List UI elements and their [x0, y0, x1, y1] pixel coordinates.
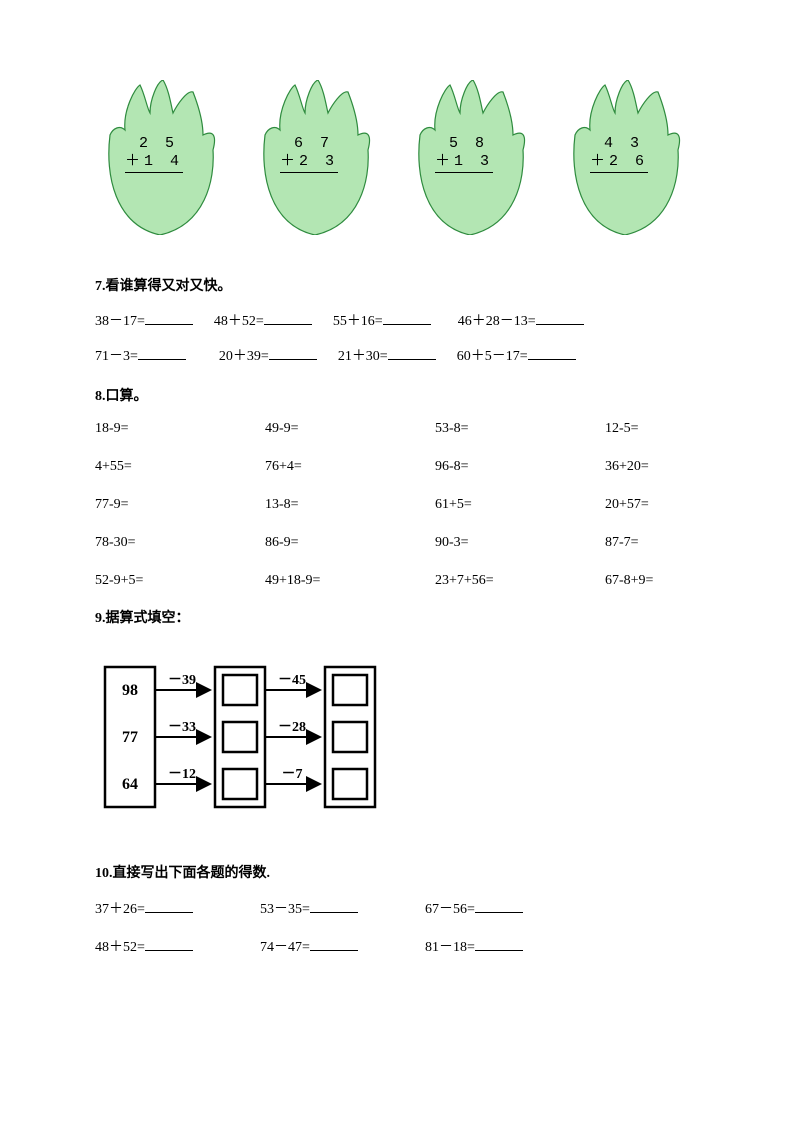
addend-bottom: ＋1 3 — [435, 153, 493, 173]
eq: 46＋28－13= — [458, 314, 536, 329]
blank[interactable] — [475, 899, 523, 913]
eq: 48＋52= — [95, 940, 145, 955]
q9-diagram: 98 77 64 －39 －33 －12 －45 — [95, 657, 698, 822]
eq: 77-9= — [95, 497, 265, 513]
blank[interactable] — [310, 937, 358, 951]
eq: 52-9+5= — [95, 573, 265, 589]
leaf-math: 2 5 ＋1 4 — [125, 135, 183, 173]
blank[interactable] — [383, 311, 431, 325]
eq: 96-8= — [435, 459, 605, 475]
q8-grid: 18-9= 49-9= 53-8= 12-5= 4+55= 76+4= 96-8… — [95, 421, 698, 589]
eq: 48＋52= — [214, 314, 264, 329]
eq: 18-9= — [95, 421, 265, 437]
q9-title: 9.据算式填空： — [95, 607, 698, 627]
addend-bottom: ＋2 6 — [590, 153, 648, 173]
eq: 87-7= — [605, 535, 705, 551]
blank[interactable] — [145, 899, 193, 913]
eq: 12-5= — [605, 421, 705, 437]
q7-row2: 71－3= 20＋39= 21＋30= 60＋5－17= — [95, 346, 698, 367]
q8-title: 8.口算。 — [95, 385, 698, 405]
eq: 37＋26= — [95, 902, 145, 917]
blank[interactable] — [310, 899, 358, 913]
eq: 86-9= — [265, 535, 435, 551]
eq: 4+55= — [95, 459, 265, 475]
eq: 20＋39= — [219, 349, 269, 364]
flow-svg: 98 77 64 －39 －33 －12 －45 — [95, 657, 395, 817]
leaf-3: 5 8 ＋1 3 — [405, 80, 535, 235]
eq: 60＋5－17= — [457, 349, 528, 364]
addend-top: 4 3 — [590, 135, 648, 153]
addend-bottom: ＋1 4 — [125, 153, 183, 173]
blank[interactable] — [145, 937, 193, 951]
blank[interactable] — [475, 937, 523, 951]
blank[interactable] — [264, 311, 312, 325]
q7-title: 7.看谁算得又对又快。 — [95, 275, 698, 295]
leaf-math: 6 7 ＋2 3 — [280, 135, 338, 173]
addend-bottom: ＋2 3 — [280, 153, 338, 173]
eq: 49-9= — [265, 421, 435, 437]
leaves-row: 2 5 ＋1 4 6 7 ＋2 3 5 8 ＋1 3 — [95, 80, 698, 235]
start-3: 64 — [122, 776, 138, 793]
q10-title: 10.直接写出下面各题的得数. — [95, 862, 698, 882]
op2-1: －45 — [278, 673, 306, 688]
eq: 23+7+56= — [435, 573, 605, 589]
eq: 76+4= — [265, 459, 435, 475]
blank[interactable] — [388, 346, 436, 360]
blank[interactable] — [269, 346, 317, 360]
eq: 36+20= — [605, 459, 705, 475]
eq: 67－56= — [425, 902, 475, 917]
start-2: 77 — [122, 729, 138, 746]
eq: 71－3= — [95, 349, 138, 364]
eq: 61+5= — [435, 497, 605, 513]
q10-row1: 37＋26= 53－35= 67－56= 48＋52= 74－47= 81－18… — [95, 898, 698, 956]
q7-row1: 38－17= 48＋52= 55＋16= 46＋28－13= — [95, 311, 698, 332]
page: 2 5 ＋1 4 6 7 ＋2 3 5 8 ＋1 3 — [0, 0, 793, 1010]
leaf-math: 4 3 ＋2 6 — [590, 135, 648, 173]
op1-1: －39 — [168, 673, 196, 688]
start-1: 98 — [122, 682, 138, 699]
blank[interactable] — [536, 311, 584, 325]
eq: 67-8+9= — [605, 573, 705, 589]
blank[interactable] — [138, 346, 186, 360]
blank[interactable] — [528, 346, 576, 360]
eq: 49+18-9= — [265, 573, 435, 589]
eq: 21＋30= — [338, 349, 388, 364]
leaf-4: 4 3 ＋2 6 — [560, 80, 690, 235]
eq: 55＋16= — [333, 314, 383, 329]
addend-top: 6 7 — [280, 135, 338, 153]
addend-top: 5 8 — [435, 135, 493, 153]
op1-3: －12 — [168, 767, 196, 782]
eq: 53－35= — [260, 902, 310, 917]
op1-2: －33 — [168, 720, 196, 735]
eq: 90-3= — [435, 535, 605, 551]
leaf-math: 5 8 ＋1 3 — [435, 135, 493, 173]
eq: 78-30= — [95, 535, 265, 551]
addend-top: 2 5 — [125, 135, 183, 153]
leaf-1: 2 5 ＋1 4 — [95, 80, 225, 235]
eq: 81－18= — [425, 940, 475, 955]
eq: 53-8= — [435, 421, 605, 437]
op2-3: －7 — [282, 767, 303, 782]
eq: 20+57= — [605, 497, 705, 513]
eq: 13-8= — [265, 497, 435, 513]
blank[interactable] — [145, 311, 193, 325]
leaf-2: 6 7 ＋2 3 — [250, 80, 380, 235]
op2-2: －28 — [278, 720, 306, 735]
eq: 74－47= — [260, 940, 310, 955]
eq: 38－17= — [95, 314, 145, 329]
